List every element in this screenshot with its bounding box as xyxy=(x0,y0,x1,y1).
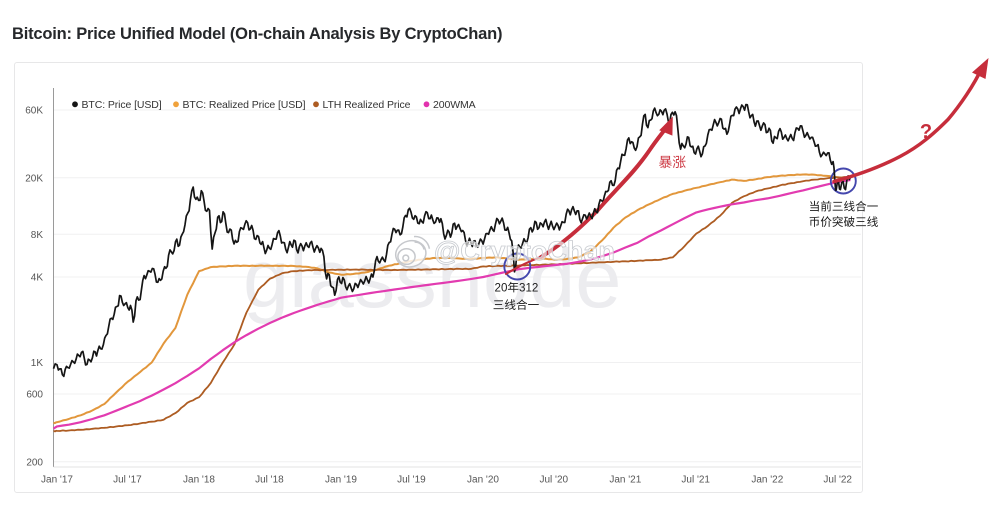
svg-text:8K: 8K xyxy=(31,230,44,241)
svg-text:60K: 60K xyxy=(25,106,43,117)
svg-text:Jul '22: Jul '22 xyxy=(823,475,852,486)
svg-text:200: 200 xyxy=(26,457,43,468)
svg-text:20K: 20K xyxy=(25,173,43,184)
svg-text:20: 20 xyxy=(495,282,508,295)
svg-text:Jan '19: Jan '19 xyxy=(325,475,357,486)
svg-text:LTH Realized Price: LTH Realized Price xyxy=(323,99,411,111)
svg-text:Jan '22: Jan '22 xyxy=(751,475,783,486)
svg-text:Jul '20: Jul '20 xyxy=(540,475,569,486)
svg-text:?: ? xyxy=(920,121,932,143)
svg-text:Jul '21: Jul '21 xyxy=(681,475,710,486)
svg-text:312: 312 xyxy=(519,282,538,295)
svg-text:4K: 4K xyxy=(31,273,44,284)
svg-text:Jul '18: Jul '18 xyxy=(255,475,284,486)
svg-text:Jan '17: Jan '17 xyxy=(41,475,73,486)
svg-text:@CryptoChan: @CryptoChan xyxy=(434,236,615,266)
svg-text:Jul '19: Jul '19 xyxy=(397,475,426,486)
svg-text:Jan '20: Jan '20 xyxy=(467,475,499,486)
svg-text:600: 600 xyxy=(26,390,43,401)
svg-text:200WMA: 200WMA xyxy=(433,99,476,111)
svg-text:Jan '21: Jan '21 xyxy=(609,475,641,486)
svg-text:Jul '17: Jul '17 xyxy=(113,475,142,486)
svg-text:1K: 1K xyxy=(31,358,44,369)
svg-text:BTC: Price [USD]: BTC: Price [USD] xyxy=(82,99,162,111)
svg-text:Jan '18: Jan '18 xyxy=(183,475,215,486)
svg-text:BTC: Realized Price [USD]: BTC: Realized Price [USD] xyxy=(183,99,306,111)
